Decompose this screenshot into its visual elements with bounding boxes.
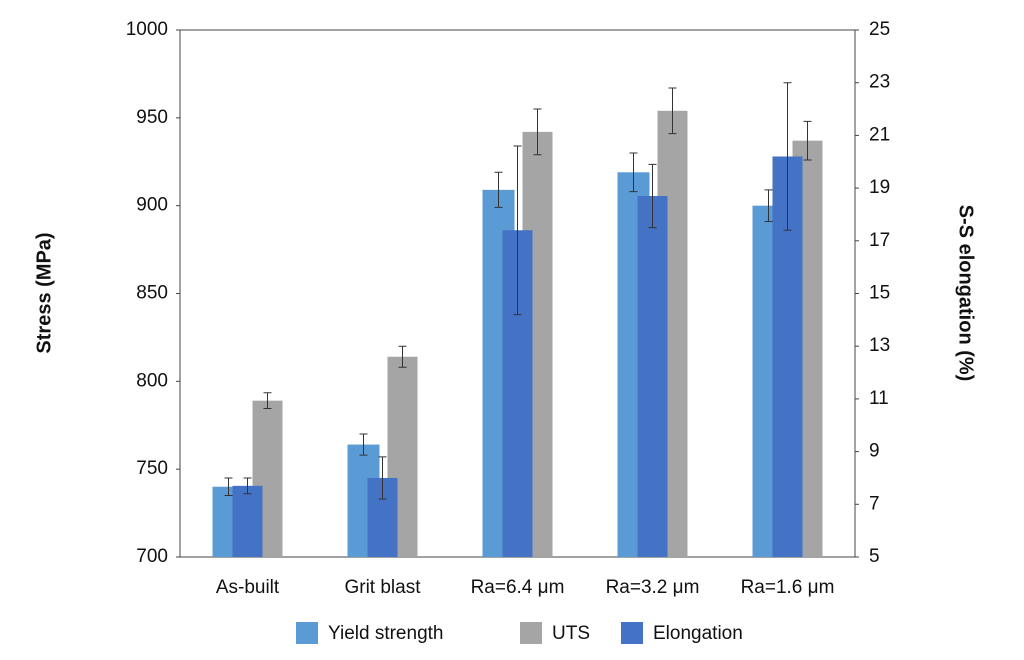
error-bar (398, 345, 407, 368)
y2-tick-label: 15 (869, 283, 890, 304)
x-tick-label: Ra=6.4 μm (471, 577, 565, 598)
x-tick-label: As-built (216, 577, 280, 598)
error-bar (648, 163, 657, 229)
y2-tick-label: 25 (869, 19, 890, 40)
legend-swatch (520, 622, 542, 644)
y2-tick-label: 7 (869, 493, 880, 514)
y2-tick-label: 11 (869, 388, 889, 409)
error-bar (668, 87, 677, 135)
legend-label: UTS (552, 623, 590, 644)
legend-label: Yield strength (328, 623, 443, 644)
x-tick-label: Ra=3.2 μm (606, 577, 700, 598)
error-bar (263, 392, 272, 410)
error-bar (243, 477, 252, 495)
legend-label: Elongation (653, 623, 743, 644)
error-bar (629, 152, 638, 193)
y-tick-label: 700 (136, 546, 168, 567)
error-bar (783, 82, 792, 231)
legend-swatch (621, 622, 643, 644)
y-axis-label: Stress (MPa) (33, 232, 55, 353)
y2-tick-label: 9 (869, 441, 880, 462)
y-tick-label: 800 (136, 370, 168, 391)
y-tick-label: 750 (136, 458, 168, 479)
y2-tick-label: 13 (869, 335, 890, 356)
error-bar (803, 120, 812, 161)
error-bar (533, 108, 542, 156)
legend-swatch (296, 622, 318, 644)
x-tick-label: Grit blast (344, 577, 421, 598)
error-bar (378, 456, 387, 500)
y2-tick-label: 17 (869, 230, 890, 251)
y2-tick-label: 5 (869, 546, 880, 567)
bar (637, 196, 668, 557)
error-bar (513, 145, 522, 316)
error-bar (224, 477, 233, 497)
y-tick-label: 950 (136, 107, 168, 128)
y2-tick-label: 23 (869, 72, 890, 93)
error-bar (764, 189, 773, 222)
y2-axis-label: S-S elongation (%) (955, 205, 977, 382)
bar (232, 485, 263, 557)
y2-tick-label: 21 (869, 124, 890, 145)
y2-tick-label: 19 (869, 177, 890, 198)
x-tick-label: Ra=1.6 μm (741, 577, 835, 598)
y-tick-label: 900 (136, 195, 168, 216)
y-tick-label: 1000 (126, 19, 168, 40)
y-tick-label: 850 (136, 283, 168, 304)
error-bar (494, 171, 503, 208)
error-bar (359, 433, 368, 456)
